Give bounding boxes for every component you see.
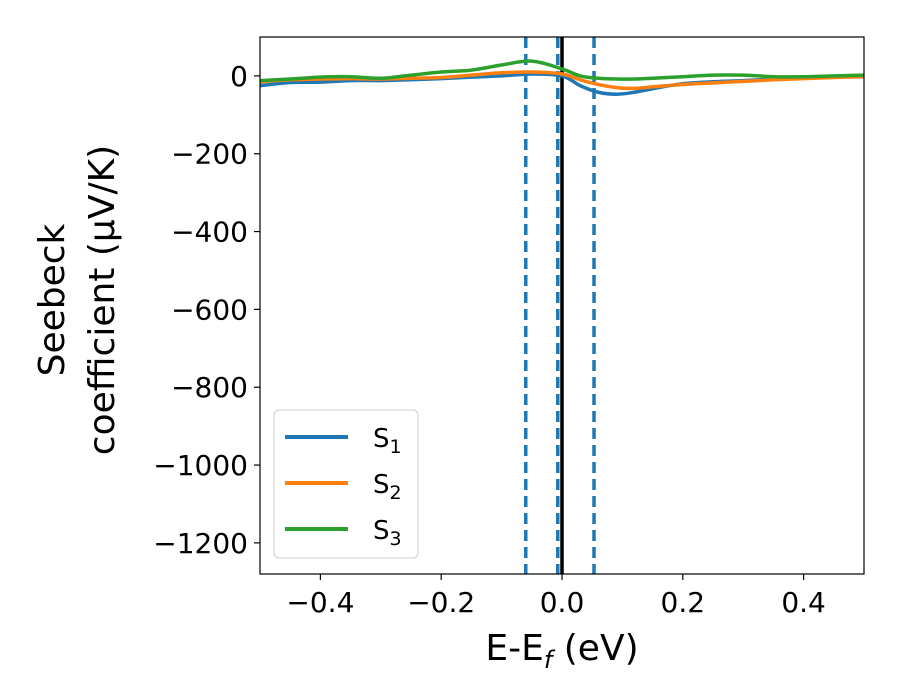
legend: S1 S2 S3: [273, 409, 419, 559]
x-axis-ticks: −0.4 −0.2 0.0 0.2 0.4: [286, 574, 826, 619]
y-axis-title-line2: coefficient (μV/K): [82, 145, 123, 455]
x-tick-label: 0.0: [540, 586, 585, 619]
x-tick-label: −0.2: [407, 586, 475, 619]
y-tick-label: −1200: [153, 527, 248, 560]
legend-label-s2: S2: [373, 470, 402, 504]
x-axis-title-main: E-E: [485, 628, 543, 669]
series-line-s3: [260, 59, 864, 83]
y-axis-title: Seebeck coefficient (μV/K): [32, 145, 123, 455]
series-lines: [260, 59, 864, 96]
y-tick-label: −1000: [153, 449, 248, 482]
y-tick-label: 0: [230, 60, 248, 93]
y-tick-label: −600: [171, 293, 248, 326]
x-axis-title-units: (eV): [552, 628, 638, 669]
reference-lines: [524, 37, 596, 574]
x-tick-label: 0.4: [781, 586, 826, 619]
x-tick-label: −0.4: [286, 586, 354, 619]
legend-label-s1: S1: [373, 424, 402, 458]
x-axis-title: E-Ef (eV): [485, 628, 638, 674]
y-tick-label: −800: [171, 371, 248, 404]
y-axis-title-line1: Seebeck: [32, 223, 73, 376]
y-axis-ticks: 0 −200 −400 −600 −800 −1000 −1200: [153, 60, 260, 560]
x-tick-label: 0.2: [661, 586, 706, 619]
legend-label-s3: S3: [373, 516, 402, 550]
y-tick-label: −400: [171, 216, 248, 249]
y-tick-label: −200: [171, 138, 248, 171]
